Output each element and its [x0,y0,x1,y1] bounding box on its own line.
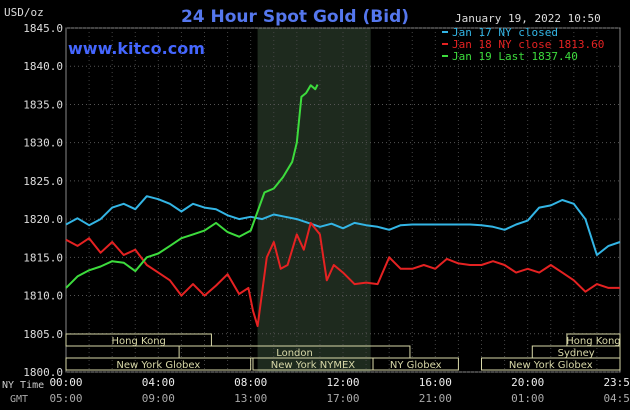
session-label: Hong Kong [112,336,166,347]
session-bar [481,357,621,371]
session-label: New York NYMEX [271,360,356,371]
series-line-0 [65,195,621,256]
x-tick-label-gmt: 17:00 [326,392,359,405]
session-bar [372,357,459,371]
series-line-1 [65,221,620,328]
x-tick-label-ny: 08:00 [234,376,267,389]
session-label: London [276,348,313,359]
legend-entry-2: Jan 19 Last 1837.40 [452,50,578,63]
session-label: Sydney [558,348,595,359]
highlight-band-rect [257,28,371,372]
y-tick-label: 1805.0 [23,328,63,341]
x-tick-label-ny: 23:59 [603,376,630,389]
session-label: New York Globex [116,360,200,371]
y-tick-label: 1835.0 [23,98,63,111]
x-tick-label-ny: 20:00 [511,376,544,389]
session-label: Hong Kong [566,336,620,347]
y-tick-label: 1845.0 [23,22,63,35]
x-tick-label-gmt: 05:00 [49,392,82,405]
y-tick-label: 1840.0 [23,60,63,73]
y-tick-label: 1800.0 [23,366,63,379]
x-axis-label-gmt: GMT [10,394,28,405]
x-tick-label-gmt: 01:00 [511,392,544,405]
x-tick-label-gmt: 13:00 [234,392,267,405]
axes: 1800.0 1805.0 1810.0 1815.0 1820.0 1825.0 1830… [2,22,630,405]
y-tick-label: 1820.0 [23,213,63,226]
y-tick-label: 1830.0 [23,137,63,150]
x-tick-label-ny: 12:00 [326,376,359,389]
x-tick-label-gmt: 21:00 [419,392,452,405]
source-watermark: www.kitco.com [68,39,205,58]
session-label: NY Globex [390,360,442,371]
x-tick-label-gmt: 09:00 [142,392,175,405]
x-axis-label-ny: NY Time [2,380,44,391]
x-tick-label-gmt: 04:59 [603,392,630,405]
x-tick-label-ny: 04:00 [142,376,175,389]
series-line-2 [65,84,319,289]
y-tick-label: 1810.0 [23,290,63,303]
nymex-highlight-band [257,28,371,372]
y-tick-label: 1825.0 [23,175,63,188]
session-bar [65,357,252,371]
chart-timestamp: January 19, 2022 10:50 [455,12,601,25]
price-series [65,84,621,328]
chart-title: 24 Hour Spot Gold (Bid) [181,7,409,27]
legend-entry-1: Jan 18 NY close 1813.60 [452,38,604,51]
x-tick-label-ny: 16:00 [419,376,452,389]
session-label: New York Globex [509,360,593,371]
y-axis-unit-label: USD/oz [4,6,44,19]
session-bar [65,333,212,347]
legend-entry-0: Jan 17 NY closed [452,26,558,39]
x-tick-label-ny: 00:00 [49,376,82,389]
y-tick-label: 1815.0 [23,251,63,264]
